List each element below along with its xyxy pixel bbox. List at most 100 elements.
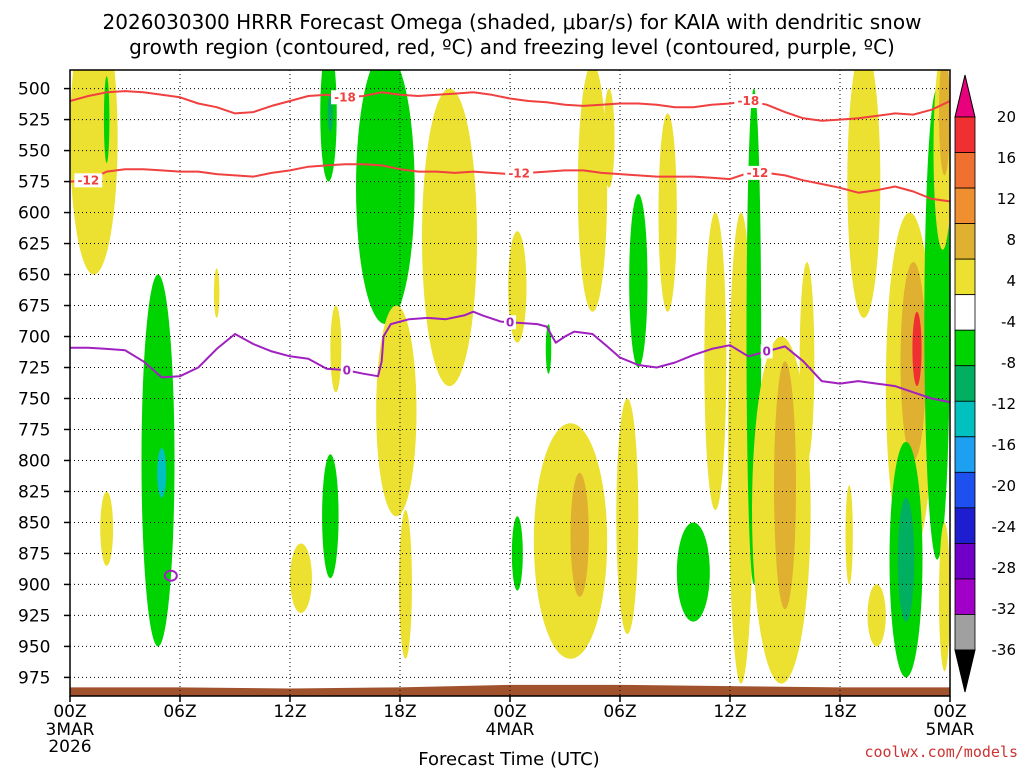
colorbar-band-10 bbox=[954, 471, 976, 509]
omega-region-down8-25 bbox=[676, 522, 710, 622]
omega-region-up4-32 bbox=[845, 485, 853, 585]
contour-label-bg-minus12-0 bbox=[74, 173, 103, 188]
omega-region-up4-24 bbox=[658, 113, 677, 312]
colorbar-band-13 bbox=[954, 578, 976, 615]
colorbar-label-5: -4 bbox=[1001, 313, 1016, 331]
omega-region-up4-15 bbox=[508, 231, 527, 343]
contour-label-minus12-1: -12 bbox=[508, 167, 530, 181]
contour-zero bbox=[70, 310, 950, 404]
colorbar-label-7: -12 bbox=[992, 395, 1017, 413]
x-tick-label-2: 12Z bbox=[273, 702, 306, 722]
y-tick-label-850: 850 bbox=[18, 513, 50, 533]
colorbar-band-4 bbox=[954, 258, 976, 296]
y-tick-label-975: 975 bbox=[18, 668, 50, 688]
colorbar-label-4: 4 bbox=[1006, 272, 1016, 290]
colorbar-label-9: -20 bbox=[992, 477, 1017, 495]
x-tick-label-3: 18Z bbox=[383, 702, 416, 722]
colorbar-label-13: -36 bbox=[992, 641, 1017, 659]
omega-region-down8-16 bbox=[511, 516, 523, 591]
omega-region-up4-18 bbox=[533, 423, 608, 659]
contour-label-bg-minus18-0 bbox=[331, 90, 359, 105]
omega-region-up4-4 bbox=[100, 491, 114, 566]
contour-label-minus12-0: -12 bbox=[77, 173, 99, 187]
colorbar-label-0: 20 bbox=[997, 108, 1016, 126]
chart-title-line-2: growth region (contoured, red, ºC) and f… bbox=[129, 35, 895, 59]
y-tick-label-625: 625 bbox=[18, 235, 50, 255]
contour-label-minus18-0: -18 bbox=[334, 90, 356, 104]
omega-region-up4-33 bbox=[847, 70, 881, 318]
omega-region-up8-30 bbox=[774, 361, 796, 610]
colorbar-label-3: 8 bbox=[1006, 231, 1016, 249]
colorbar-label-11: -28 bbox=[992, 559, 1017, 577]
contour-label-bg-minus18-1 bbox=[734, 93, 763, 108]
colorbar-label-6: -8 bbox=[1001, 354, 1016, 372]
y-tick-label-825: 825 bbox=[18, 482, 50, 502]
omega-region-up8-42 bbox=[939, 70, 950, 176]
contour-label-zero-1: 0 bbox=[506, 315, 514, 329]
omega-region-down8-23 bbox=[629, 193, 648, 368]
omega-region-up4-26 bbox=[704, 212, 727, 511]
omega-region-down12-3 bbox=[157, 448, 167, 498]
omega-region-down8-11 bbox=[356, 70, 415, 325]
colorbar-band-6 bbox=[954, 329, 976, 367]
omega-region-up4-43 bbox=[939, 522, 950, 672]
omega-region-up8-19 bbox=[570, 472, 589, 597]
colorbar-band-8 bbox=[954, 400, 976, 438]
grid-layer bbox=[69, 70, 951, 696]
contour-label-minus12-2: -12 bbox=[747, 166, 769, 180]
y-tick-label-675: 675 bbox=[18, 297, 50, 317]
omega-region-down12-39 bbox=[897, 497, 915, 622]
y-tick-label-800: 800 bbox=[18, 451, 50, 471]
x-tick-label-4: 00Z bbox=[493, 702, 526, 722]
colorbar-top-triangle bbox=[954, 74, 976, 118]
omega-region-up4-31 bbox=[799, 262, 815, 461]
y-tick-label-775: 775 bbox=[18, 420, 50, 440]
omega-region-up4-10 bbox=[330, 305, 342, 393]
y-tick-label-650: 650 bbox=[18, 266, 50, 286]
colorbar-band-14 bbox=[954, 614, 976, 651]
x-tick-label-5: 06Z bbox=[603, 702, 636, 722]
date-label-0-1: 2026 bbox=[48, 737, 91, 757]
y-tick-label-525: 525 bbox=[18, 111, 50, 131]
y-axis: 500 525 550 575 600 625 650 675 700 725 750 775 800 8… bbox=[18, 80, 70, 688]
y-tick-label-900: 900 bbox=[18, 575, 50, 595]
colorbar-band-7 bbox=[954, 365, 976, 402]
x-axis-title: Forecast Time (UTC) bbox=[418, 749, 599, 768]
y-tick-label-550: 550 bbox=[18, 142, 50, 162]
y-tick-label-750: 750 bbox=[18, 389, 50, 409]
colorbar-band-12 bbox=[954, 543, 976, 580]
contour-label-bg-zero-2 bbox=[760, 344, 773, 359]
contour-label-minus18-1: -18 bbox=[737, 94, 759, 108]
colorbar-band-0 bbox=[954, 116, 976, 153]
omega-shading-layer bbox=[70, 70, 950, 684]
omega-region-up4-21 bbox=[603, 88, 615, 188]
colorbar-band-2 bbox=[954, 187, 976, 224]
chart-title-line-1: 2026030300 HRRR Forecast Omega (shaded, … bbox=[103, 10, 922, 34]
y-tick-label-925: 925 bbox=[18, 606, 50, 626]
colorbar-band-9 bbox=[954, 436, 976, 473]
omega-region-up4-13 bbox=[399, 510, 412, 659]
y-tick-label-600: 600 bbox=[18, 204, 50, 224]
y-tick-label-700: 700 bbox=[18, 328, 50, 348]
contour-label-bg-minus12-1 bbox=[505, 166, 534, 181]
omega-region-down8-17 bbox=[545, 324, 552, 374]
contour-label-bg-zero-1 bbox=[504, 315, 516, 330]
colorbar: 20 16 12 8 4 -4 -8 -12 -16 -20 -24 -28 -32 -36 bbox=[954, 74, 1017, 693]
colorbar-band-5 bbox=[954, 294, 976, 331]
colorbar-label-10: -24 bbox=[992, 518, 1017, 536]
date-label-1-0: 4MAR bbox=[486, 720, 535, 740]
colorbar-band-11 bbox=[954, 507, 976, 544]
x-tick-label-0: 00Z bbox=[53, 702, 86, 722]
colorbar-label-2: 12 bbox=[997, 190, 1016, 208]
x-tick-label-1: 06Z bbox=[163, 702, 196, 722]
omega-region-up16-37 bbox=[912, 311, 922, 387]
contour-label-zero-2: 0 bbox=[762, 344, 770, 358]
colorbar-label-12: -32 bbox=[992, 600, 1017, 618]
date-label-0-0: 3MAR bbox=[46, 720, 95, 740]
omega-region-up4-12 bbox=[376, 305, 417, 517]
colorbar-label-1: 16 bbox=[997, 149, 1016, 167]
contour-minus18 bbox=[70, 90, 950, 122]
y-tick-label-500: 500 bbox=[18, 80, 50, 100]
contour-label-layer: -18 -18 -12 -12 -12 0 0 0 bbox=[74, 90, 773, 378]
